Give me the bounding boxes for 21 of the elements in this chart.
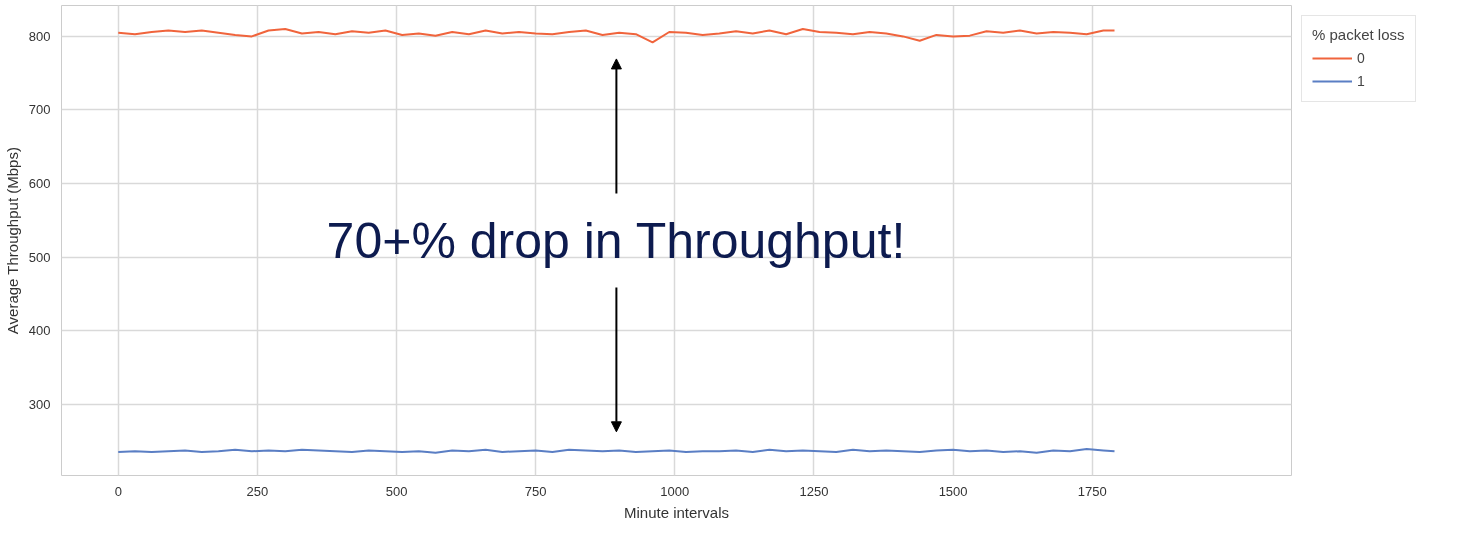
y-tick-label: 800 <box>28 28 51 44</box>
x-tick-label: 250 <box>246 483 269 499</box>
annotation: 70+% drop in Throughput! <box>326 212 906 269</box>
y-tick-label: 300 <box>28 396 51 412</box>
x-tick-label: 1500 <box>938 483 968 499</box>
x-tick-label: 1750 <box>1077 483 1107 499</box>
legend-label: 0 <box>1357 50 1366 66</box>
x-tick-label: 1250 <box>799 483 829 499</box>
legend-title: % packet loss <box>1312 26 1405 43</box>
x-tick-label: 500 <box>385 483 408 499</box>
y-tick-label: 700 <box>28 102 51 118</box>
y-tick-label: 500 <box>28 249 51 265</box>
y-axis-title: Average Throughput (Mbps) <box>3 147 21 335</box>
legend-label: 1 <box>1357 73 1366 89</box>
x-tick-label: 750 <box>524 483 547 499</box>
y-tick-label: 600 <box>28 176 51 191</box>
x-tick-label: 0 <box>114 483 122 499</box>
y-tick-label: 400 <box>28 323 51 339</box>
x-tick-label: 1000 <box>660 483 690 499</box>
x-axis-title: Minute intervals <box>623 503 730 521</box>
line-series <box>117 28 1116 44</box>
